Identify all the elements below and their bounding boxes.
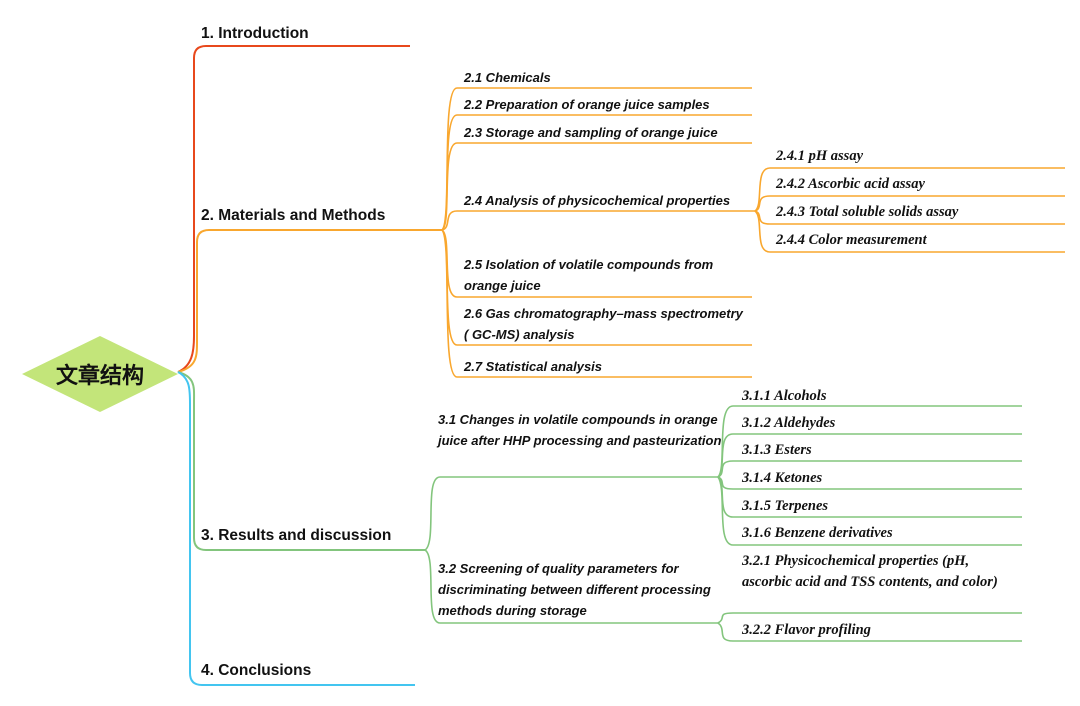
node-3-2-2-flavor[interactable]: 3.2.2 Flavor profiling: [742, 622, 871, 638]
node-2-4-2-ascorbic[interactable]: 2.4.2 Ascorbic acid assay: [776, 176, 925, 192]
node-3-1-4-ketones[interactable]: 3.1.4 Ketones: [742, 470, 823, 486]
node-3-1-1-alcohols[interactable]: 3.1.1 Alcohols: [742, 388, 827, 404]
branch-line-materials: [177, 229, 442, 373]
root-node[interactable]: 文章结构: [55, 364, 144, 389]
node-2-3-storage[interactable]: 2.3 Storage and sampling of orange juice: [464, 125, 718, 140]
node-2-1-chemicals[interactable]: 2.1 Chemicals: [464, 70, 551, 85]
results-children-connectors: [424, 476, 718, 624]
node-3-1-2-aldehydes[interactable]: 3.1.2 Aldehydes: [742, 415, 836, 431]
branch-line-conclusions: [177, 371, 415, 686]
analysis-children-connectors: [754, 167, 1065, 253]
node-3-1-changes[interactable]: 3.1 Changes in volatile compounds in ora…: [438, 412, 722, 448]
node-2-4-analysis[interactable]: 2.4 Analysis of physicochemical properti…: [464, 193, 731, 208]
node-3-2-1-physicochemical[interactable]: 3.2.1 Physicochemical properties (pH, as…: [742, 553, 998, 590]
node-2-7-statistical[interactable]: 2.7 Statistical analysis: [464, 359, 603, 374]
node-2-2-preparation[interactable]: 2.2 Preparation of orange juice samples: [464, 97, 710, 112]
root-diamond-shape: [22, 336, 178, 412]
node-2-6-gcms[interactable]: 2.6 Gas chromatography–mass spectrometry…: [464, 306, 743, 342]
node-2-5-isolation[interactable]: 2.5 Isolation of volatile compounds from…: [464, 257, 714, 293]
node-3-1-6-benzene[interactable]: 3.1.6 Benzene derivatives: [742, 525, 893, 541]
node-2-4-4-color[interactable]: 2.4.4 Color measurement: [776, 232, 927, 248]
node-introduction[interactable]: 1. Introduction: [201, 25, 309, 42]
volatile-children-connectors: [717, 405, 1022, 546]
node-2-4-1-ph-assay[interactable]: 2.4.1 pH assay: [776, 148, 863, 164]
node-3-1-5-terpenes[interactable]: 3.1.5 Terpenes: [742, 498, 829, 514]
node-results-and-discussion[interactable]: 3. Results and discussion: [201, 527, 392, 544]
materials-children-connectors: [441, 87, 755, 378]
node-2-4-3-tss[interactable]: 2.4.3 Total soluble solids assay: [776, 204, 959, 220]
node-conclusions[interactable]: 4. Conclusions: [201, 662, 312, 679]
branch-line-results: [177, 371, 425, 551]
node-3-2-screening[interactable]: 3.2 Screening of quality parameters for …: [438, 561, 711, 618]
branch-line-introduction: [177, 45, 410, 373]
screening-children-connectors: [717, 612, 1022, 642]
node-materials-and-methods[interactable]: 2. Materials and Methods: [201, 207, 386, 224]
node-3-1-3-esters[interactable]: 3.1.3 Esters: [742, 442, 812, 458]
